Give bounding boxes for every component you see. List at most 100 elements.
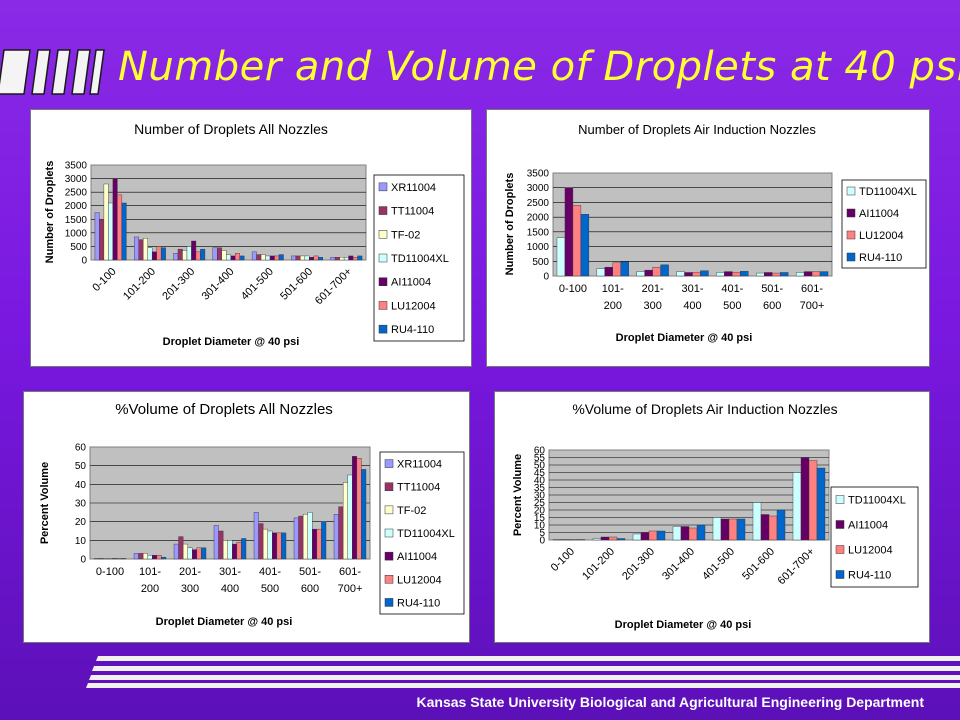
bar	[274, 255, 280, 261]
bar	[316, 528, 322, 560]
x-tick-label: 200	[604, 300, 622, 312]
bar	[330, 257, 336, 261]
x-tick-label: 401-500	[700, 546, 737, 583]
x-tick-label: 0-100	[90, 266, 118, 294]
bar	[195, 251, 201, 261]
bar	[803, 271, 813, 277]
bar	[580, 213, 590, 277]
bar	[760, 514, 770, 541]
y-axis-label: Number of Droplets	[504, 173, 516, 276]
footer-text: Kansas State University Biological and A…	[416, 694, 925, 710]
bar	[94, 212, 100, 261]
bar	[269, 255, 275, 261]
bar	[112, 178, 118, 261]
legend-swatch	[846, 186, 856, 196]
bar	[256, 254, 262, 261]
bar	[192, 549, 198, 560]
bar	[293, 517, 299, 560]
legend-swatch	[384, 482, 394, 491]
legend-label: XR11004	[391, 182, 436, 194]
bar	[608, 536, 618, 541]
legend-label: LU12004	[859, 230, 904, 242]
y-tick-label: 45	[534, 468, 546, 479]
bar	[226, 254, 231, 261]
bar	[795, 272, 805, 277]
bar	[281, 532, 287, 560]
x-tick-label: 401-500	[239, 266, 276, 303]
bar	[352, 257, 358, 261]
y-tick-label: 1000	[527, 242, 550, 253]
x-tick-label: 300	[643, 300, 661, 312]
bar	[819, 271, 829, 277]
x-tick-label: 201-300	[620, 546, 657, 583]
legend-label: TD11004XL	[397, 528, 455, 540]
x-tick-label: 101-	[139, 566, 161, 578]
y-tick-label: 2000	[65, 201, 88, 212]
bar	[99, 219, 105, 261]
bar	[361, 469, 367, 560]
legend-label: LU12004	[391, 300, 436, 312]
bar	[600, 536, 610, 541]
y-tick-label: 3000	[65, 174, 88, 185]
bar	[182, 250, 188, 261]
y-tick-label: 10	[534, 521, 546, 532]
bar	[779, 272, 789, 277]
legend-swatch	[846, 230, 856, 240]
bar	[334, 257, 340, 261]
bar	[712, 517, 722, 541]
y-axis-label: Percent Volume	[512, 454, 524, 536]
bar	[251, 251, 257, 261]
bar	[300, 255, 306, 261]
bar	[278, 254, 284, 261]
bar	[147, 247, 153, 261]
bar	[151, 251, 157, 261]
y-tick-label: 2000	[527, 213, 550, 224]
y-tick-label: 10	[75, 536, 87, 547]
y-tick-label: 20	[534, 506, 546, 517]
bar	[556, 237, 566, 277]
chart-panel-volume-air-induction: %Volume of Droplets Air Induction Nozzle…	[494, 391, 930, 643]
bar	[616, 538, 626, 541]
bar	[752, 502, 762, 541]
bar	[640, 532, 650, 541]
bar	[648, 530, 658, 541]
bar	[160, 247, 166, 261]
y-axis-label: Number of Droplets	[44, 161, 56, 264]
x-tick-label: 400	[683, 300, 701, 312]
legend-swatch	[384, 598, 394, 607]
bar	[267, 530, 273, 560]
bar	[156, 555, 162, 560]
legend-label: RU4-110	[397, 597, 440, 609]
bar	[138, 553, 144, 560]
y-tick-label: 3000	[527, 183, 550, 194]
x-tick-label: 401-	[721, 283, 743, 295]
bar	[241, 538, 247, 560]
bar	[612, 262, 621, 277]
x-tick-label: 601-700+	[313, 266, 355, 308]
bar	[684, 272, 693, 277]
legend-box	[373, 174, 465, 342]
bar	[680, 526, 690, 541]
bar	[217, 247, 222, 261]
x-tick-label: 600	[763, 300, 781, 312]
x-tick-label: 0-100	[549, 546, 577, 574]
y-tick-label: 30	[75, 499, 87, 510]
y-tick-label: 1500	[65, 215, 88, 226]
bar	[112, 558, 118, 560]
bar	[102, 558, 108, 560]
x-tick-label: 301-400	[660, 546, 697, 583]
bar	[700, 270, 709, 277]
legend-label: RU4-110	[391, 324, 434, 336]
x-tick-label: 501-	[299, 566, 321, 578]
bar	[321, 521, 327, 560]
bar	[604, 266, 613, 277]
bar	[772, 272, 781, 277]
bar	[186, 246, 192, 261]
bar	[258, 523, 264, 560]
bar	[309, 257, 315, 261]
legend-swatch	[846, 252, 856, 262]
bar	[768, 515, 778, 541]
bar	[298, 515, 304, 560]
x-axis-label: Droplet Diameter @ 40 psi	[615, 619, 752, 631]
bar	[756, 272, 765, 277]
